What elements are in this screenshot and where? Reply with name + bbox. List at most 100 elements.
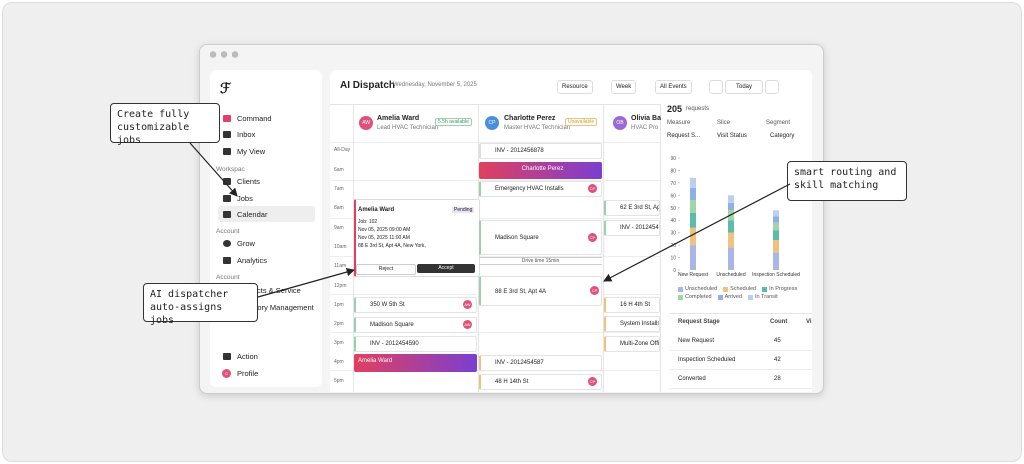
col-line	[603, 104, 604, 392]
request-count: 205	[667, 104, 683, 114]
y-tick-label: 70	[670, 181, 676, 187]
legend-item: Scheduled	[723, 286, 756, 292]
legend-swatch	[723, 286, 729, 292]
job-status: Pending	[452, 207, 475, 213]
job-name: Amelia Ward	[358, 207, 395, 213]
bar-segment	[690, 245, 696, 270]
event[interactable]: Amelia Ward	[354, 354, 477, 372]
x-tick-label: Unscheduled	[716, 272, 745, 278]
event[interactable]: INV - 2012454590	[354, 336, 477, 352]
nav-item[interactable]: Analytics	[237, 256, 268, 265]
time-label: 6am	[334, 167, 344, 173]
nav-item[interactable]: Calendar	[237, 210, 268, 219]
event[interactable]: INV - 2012454590	[604, 220, 660, 236]
y-tick-label: 50	[670, 206, 676, 212]
avatar: CP	[588, 377, 597, 386]
legend-label: Unscheduled	[685, 286, 718, 292]
prev-button[interactable]	[709, 80, 723, 94]
page-date: Wednesday, November 5, 2025	[393, 82, 477, 88]
time-label: 5pm	[334, 378, 344, 384]
table-cell: 42	[774, 357, 781, 363]
legend-item: Arrived	[717, 294, 743, 300]
events-select[interactable]: All Events	[655, 80, 692, 94]
filter-select[interactable]: Visit Status	[717, 133, 747, 139]
event[interactable]: INV - 2012454587	[479, 355, 602, 371]
y-tick-label: 60	[670, 193, 676, 199]
profile-avatar: C	[222, 369, 231, 378]
event[interactable]: 350 W 5th St	[354, 297, 477, 313]
time-label: 4pm	[334, 359, 344, 365]
nav-item[interactable]: Command	[237, 114, 272, 123]
availability-badge: Unavailable	[565, 118, 598, 126]
table-cell: 28	[774, 376, 781, 382]
resource-select[interactable]: Resource	[557, 80, 593, 94]
bar-segment	[728, 202, 734, 211]
bar-segment	[728, 220, 734, 233]
event[interactable]: 16 H 4th St	[604, 297, 660, 313]
legend-swatch	[678, 286, 683, 292]
event[interactable]: Multi-Zone Office	[604, 336, 660, 352]
event[interactable]: Madison Square	[479, 220, 602, 255]
nav-item[interactable]: Grow	[237, 239, 255, 248]
event[interactable]: 62 E 3rd St, Apt 4A	[604, 200, 660, 216]
legend-item: In Transit	[748, 294, 778, 300]
legend-swatch	[717, 294, 723, 300]
event[interactable]: 48 H 14th St	[479, 374, 602, 390]
today-button[interactable]: Today	[725, 80, 764, 94]
legend-item: In Progress	[762, 286, 797, 292]
filter-select[interactable]: Request S...	[667, 133, 701, 139]
event[interactable]: INV - 2012456878	[479, 143, 602, 159]
filter-select[interactable]: Category	[770, 133, 795, 139]
accept-button[interactable]: Accept	[417, 264, 475, 273]
nav-item[interactable]: Inbox	[237, 130, 256, 139]
active-item	[218, 206, 315, 222]
resource-role: Master HVAC Technician	[504, 125, 571, 131]
legend-label: Completed	[685, 294, 712, 300]
arrow	[257, 267, 356, 298]
table-cell: 45	[774, 338, 781, 344]
icon	[223, 148, 231, 155]
legend-item: Completed	[678, 294, 712, 300]
annotation: smart routing and skill matching	[787, 161, 907, 201]
nav-item[interactable]: Clients	[237, 177, 260, 186]
legend-swatch	[748, 294, 754, 300]
y-tick-label: 90	[670, 156, 676, 162]
time-label: 12pm	[334, 283, 347, 289]
time-label: All-Day	[334, 147, 351, 153]
resource-name: Amelia Ward	[377, 115, 420, 122]
bar-segment	[728, 195, 734, 203]
col-line	[353, 104, 354, 392]
time-label: 7am	[334, 186, 344, 192]
nav-item[interactable]: Jobs	[237, 194, 253, 203]
nav-item[interactable]: Products & Service	[237, 286, 301, 295]
avatar: AW	[463, 320, 472, 329]
table-cell: Converted	[678, 376, 706, 382]
resource-name: Olivia Ba	[631, 115, 661, 122]
icon	[223, 178, 231, 185]
event[interactable]: Charlotte Perez	[479, 162, 602, 179]
nav-item[interactable]: Action	[237, 352, 258, 361]
event[interactable]: 88 E 3rd St, Apt 4A	[479, 276, 602, 306]
drive-time: Drive time 15min	[479, 257, 602, 265]
sidebar	[210, 70, 322, 387]
avatar: AW	[359, 116, 373, 130]
arrow	[603, 183, 791, 282]
nav-item[interactable]: My View	[237, 147, 266, 156]
reject-button[interactable]: Reject	[356, 264, 416, 275]
event[interactable]: Madison Square	[354, 317, 477, 333]
next-button[interactable]	[765, 80, 779, 94]
week-select[interactable]: Week	[611, 80, 637, 94]
nav-item[interactable]: Inventory Management	[237, 303, 314, 312]
table-header: Vi	[806, 319, 812, 325]
legend-label: Arrived	[724, 294, 743, 300]
filter-label: Segment	[766, 120, 791, 126]
nav-item[interactable]: Profile	[237, 369, 259, 378]
event[interactable]: Emergency HVAC Installs	[479, 181, 602, 197]
legend-swatch	[678, 294, 683, 300]
job-number: Job: 102	[358, 219, 378, 225]
table-divider	[670, 313, 812, 314]
event[interactable]: System Installs	[604, 316, 660, 332]
request-label: requests	[686, 106, 710, 112]
window-dots	[210, 51, 240, 58]
